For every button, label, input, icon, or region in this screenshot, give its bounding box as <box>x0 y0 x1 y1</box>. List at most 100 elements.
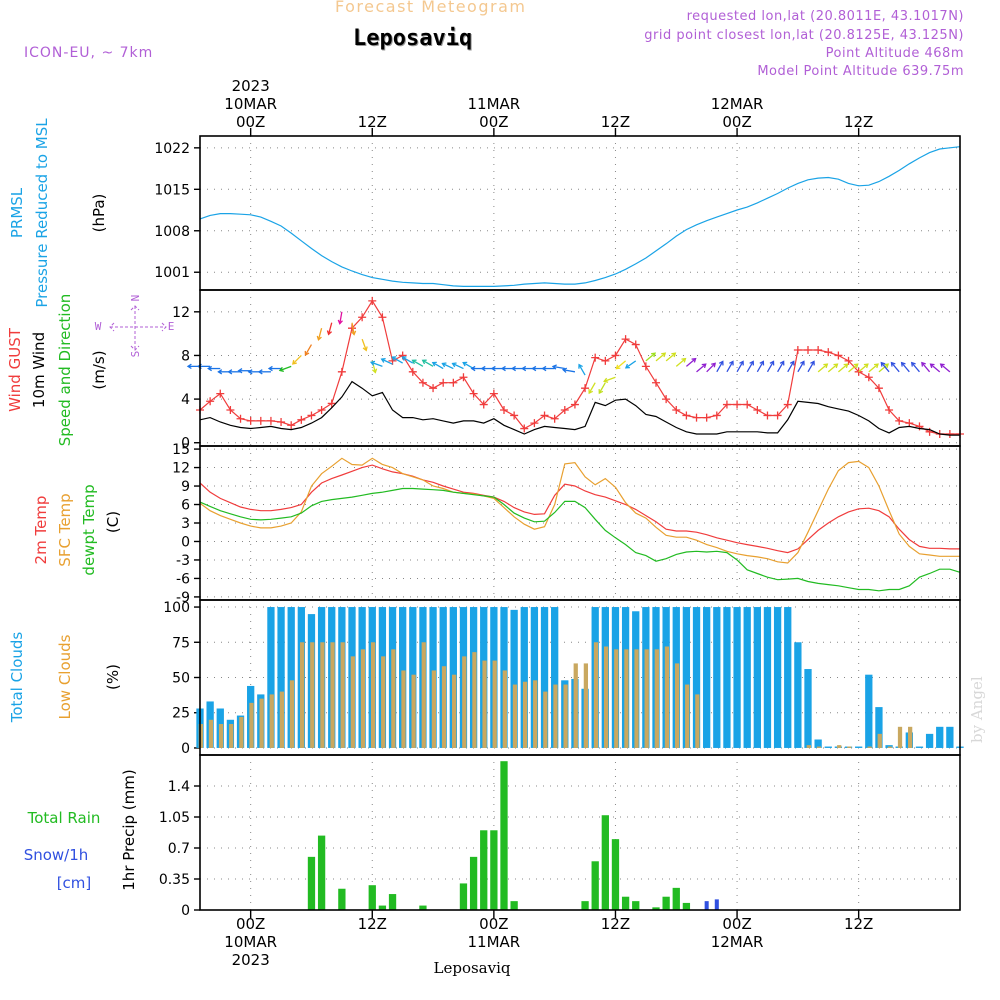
wind-arrow <box>339 311 343 324</box>
temperature-ytick-label: 12 <box>172 461 190 477</box>
precip-total-rain-bar <box>581 901 589 910</box>
wind-arrow-head <box>304 350 310 356</box>
wind-arrow-head <box>800 360 805 366</box>
wind-arrow-head <box>863 363 869 369</box>
precip-total-rain-bar <box>419 905 427 910</box>
wind-gust-marker <box>459 373 468 382</box>
wind-gust-marker <box>702 413 711 422</box>
wind-arrow <box>552 365 565 370</box>
wind-arrow <box>422 359 434 367</box>
wind-gust-marker <box>864 373 873 382</box>
clouds-total-clouds-bar <box>733 607 741 748</box>
clouds-low-clouds-bar <box>573 663 578 748</box>
pressure-ytick-label: 1001 <box>154 265 190 281</box>
clouds-low-clouds-bar <box>411 674 416 748</box>
wind-arrow-head <box>431 361 437 367</box>
wind-gust-marker <box>216 389 225 398</box>
wind-arrow <box>615 360 627 370</box>
wind-gust-marker <box>885 406 894 414</box>
clouds-low-clouds-bar <box>908 726 913 748</box>
top-time-label: 00Z <box>479 113 508 131</box>
wind-arrow-head <box>701 363 707 369</box>
clouds-low-clouds-bar <box>847 746 852 748</box>
clouds-low-clouds-bar <box>381 656 386 748</box>
wind-arrow <box>807 361 815 373</box>
wind-arrow-head <box>500 365 506 372</box>
wind-arrow-head <box>411 359 417 365</box>
wind-arrow <box>391 356 403 364</box>
precip-total-rain-bar <box>469 856 478 910</box>
grid-point-coordinates: grid point closest lon,lat (20.8125E, 43… <box>644 28 964 43</box>
clouds-low-clouds-bar <box>533 680 538 748</box>
clouds-low-clouds-bar <box>695 694 700 748</box>
clouds-low-clouds-bar <box>350 656 355 748</box>
bottom-time-label: 12MAR <box>711 933 764 951</box>
precip-ytick-label: 1.4 <box>168 779 190 795</box>
wind-arrow-head <box>337 319 343 325</box>
wind-wind-gust-line <box>199 299 960 435</box>
wind-axis-label: (m/s) <box>90 350 108 389</box>
temperature-sfc-temp-line <box>199 457 960 564</box>
wind-gust-marker <box>449 378 458 387</box>
clouds-total-clouds-bar <box>814 739 822 748</box>
precip-total-rain-bar <box>368 885 376 910</box>
clouds-total-clouds-bar <box>723 607 731 748</box>
wind-gust-marker <box>753 406 762 414</box>
clouds-total-clouds-bar <box>946 726 954 748</box>
wind-gust-marker <box>439 378 448 387</box>
top-time-label: 10MAR <box>224 95 277 113</box>
clouds-low-clouds-bar <box>300 642 305 748</box>
clouds-total-clouds-bar <box>743 607 751 748</box>
wind-arrow-head <box>739 360 744 366</box>
wind-arrow-head <box>380 357 386 363</box>
temperature-dewpt-temp-line <box>199 487 961 592</box>
wind-arrow <box>890 362 900 373</box>
bottom-time-label: 12Z <box>358 915 387 933</box>
panel-pressure: 1001 1008 1015 1022 PRMSL Pressure Reduced to… <box>8 118 961 308</box>
wind-gust-marker <box>236 414 245 423</box>
wind-ytick-label: 4 <box>181 392 190 408</box>
clouds-low-clouds-bar <box>614 649 619 748</box>
clouds-low-clouds-bar <box>259 698 264 748</box>
location-title: Leposaviq <box>353 26 473 51</box>
clouds-low-clouds-bar <box>340 642 345 748</box>
wind-arrow <box>292 354 302 365</box>
wind-gust-marker <box>469 389 478 398</box>
clouds-low-clouds-bar <box>877 733 882 748</box>
wind-gust-marker <box>266 416 275 425</box>
wind-gust-marker <box>672 406 681 414</box>
wind-arrow-head <box>316 335 322 341</box>
temperature-2m-temp-line <box>199 464 960 554</box>
wind-arrow-head <box>718 360 724 366</box>
wind-arrow <box>787 361 795 373</box>
clouds-low-clouds-bar <box>229 724 234 748</box>
point-altitude: Point Altitude 468m <box>825 46 964 61</box>
pressure-prmsl-line <box>199 146 961 287</box>
wind-arrow <box>901 362 910 373</box>
wind-arrow <box>696 363 707 373</box>
wind-gust-marker <box>368 296 377 305</box>
wind-arrow <box>766 361 775 373</box>
precip-ytick-label: 1.05 <box>159 810 190 826</box>
clouds-total-clouds-bar <box>551 607 559 748</box>
clouds-low-clouds-bar <box>320 642 325 748</box>
clouds-total-clouds-bar <box>885 745 893 748</box>
wind-gust-marker <box>783 400 792 409</box>
clouds-low-clouds-bar <box>522 681 528 748</box>
panel-wind: 0 4 8 12 Wind GUST 10m Wind Speed and Directio… <box>6 289 964 452</box>
pressure-ytick-label: 1022 <box>154 141 190 157</box>
wind-arrow-head <box>217 369 223 375</box>
wind-arrow-head <box>873 363 879 369</box>
clouds-low-clouds-bar <box>664 646 670 748</box>
wind-gust-marker <box>905 419 914 428</box>
clouds-total-clouds-bar <box>753 607 761 748</box>
temperature-ytick-label: -9 <box>176 590 190 606</box>
wind-gust-marker <box>530 419 539 428</box>
pressure-axis-label: (hPa) <box>90 194 108 233</box>
wind-arrow <box>817 363 828 373</box>
wind-arrow <box>598 382 606 394</box>
wind-arrow-head <box>551 364 557 370</box>
clouds-low-clouds-bar <box>644 649 649 748</box>
wind-gust-marker <box>793 346 802 354</box>
